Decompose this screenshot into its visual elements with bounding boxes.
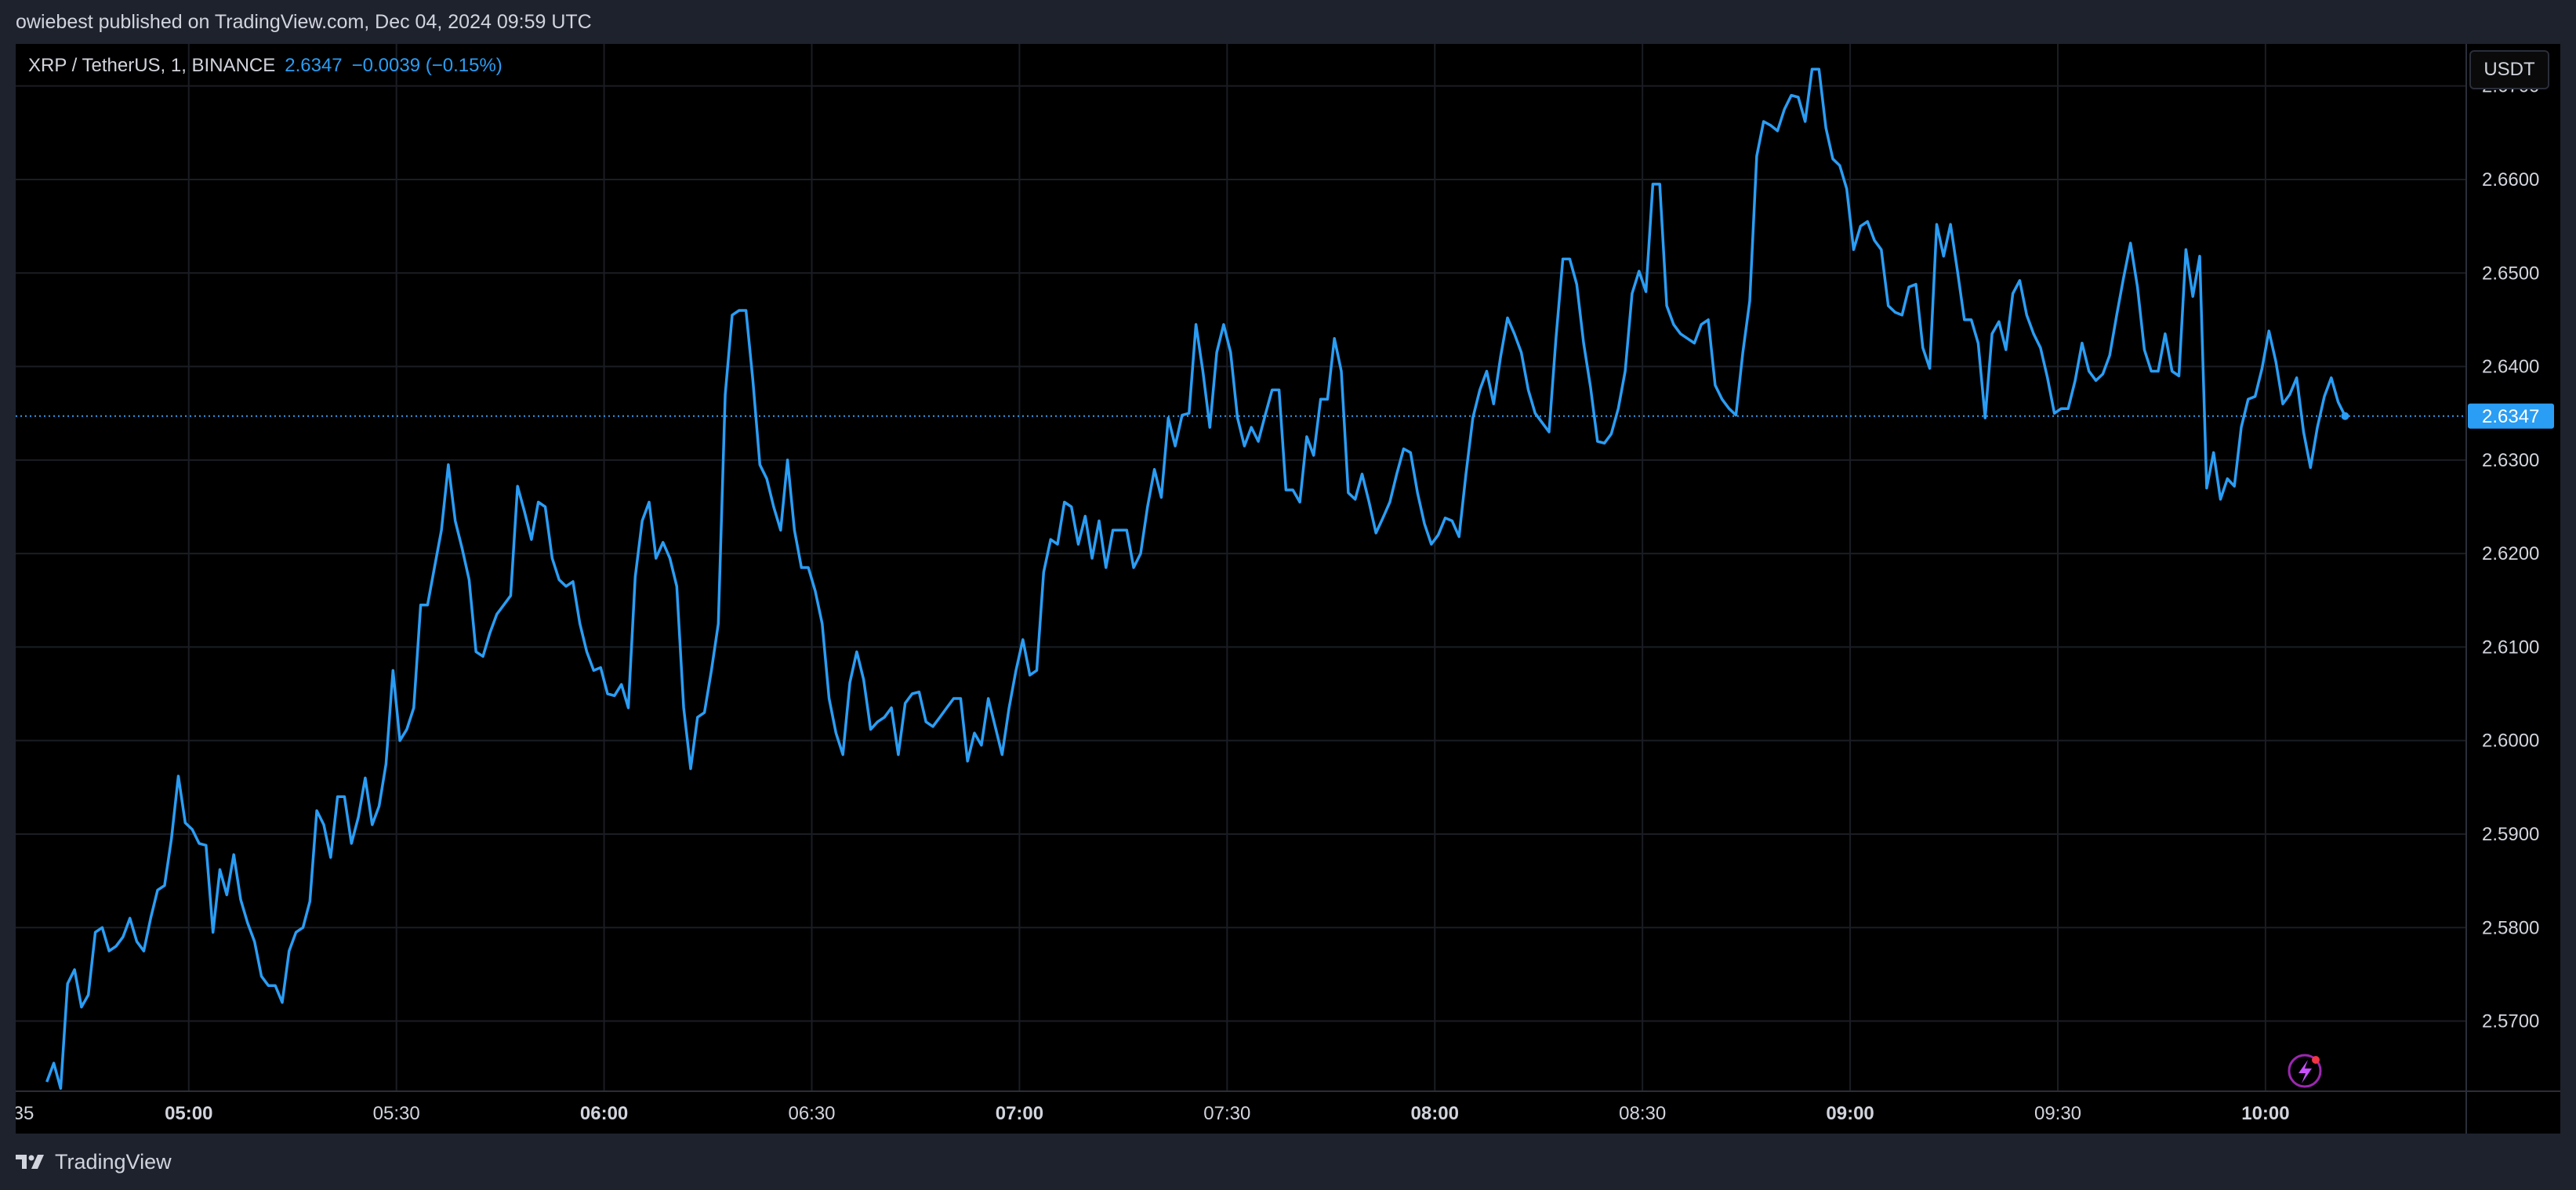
x-tick-label: 05:00	[165, 1103, 212, 1124]
symbol-legend: XRP / TetherUS, 1, BINANCE 2.6347 −0.003…	[28, 55, 503, 77]
publish-info: owiebest published on TradingView.com, D…	[0, 0, 2576, 44]
x-tick-label: 07:30	[1203, 1103, 1250, 1124]
currency-button[interactable]: USDT	[2469, 50, 2549, 89]
x-tick-label: 06:30	[788, 1103, 835, 1124]
last-price-badge	[2468, 403, 2554, 429]
published-text: owiebest published on TradingView.com, D…	[16, 10, 592, 33]
y-tick-label: 2.6500	[2482, 263, 2539, 284]
y-tick-label: 2.5800	[2482, 917, 2539, 938]
x-tick-label: 4:35	[16, 1103, 34, 1124]
x-tick-label: 08:30	[1619, 1103, 1666, 1124]
x-tick-label: 09:30	[2034, 1103, 2081, 1124]
x-tick-label: 07:00	[996, 1103, 1043, 1124]
x-tick-label: 10:00	[2241, 1103, 2289, 1124]
symbol-name: XRP / TetherUS, 1, BINANCE	[28, 55, 276, 76]
y-tick-label: 2.6000	[2482, 731, 2539, 752]
currency-label: USDT	[2483, 59, 2535, 80]
lightning-icon[interactable]	[2288, 1054, 2322, 1088]
footer: TradingView	[0, 1134, 2576, 1190]
price-chart[interactable]: 2.5700 2.5800 2.5900 2.6000 2.6100 2.6200 2.63…	[16, 44, 2560, 1134]
y-tick-label: 2.6100	[2482, 637, 2539, 658]
x-tick-label: 08:00	[1411, 1103, 1459, 1124]
y-tick-label: 2.5900	[2482, 824, 2539, 845]
y-tick-label: 2.5700	[2482, 1011, 2539, 1032]
x-tick-label: 05:30	[373, 1103, 420, 1124]
chart-panel[interactable]: 2.5700 2.5800 2.5900 2.6000 2.6100 2.6200 2.63…	[16, 44, 2560, 1134]
y-tick-label: 2.6200	[2482, 543, 2539, 564]
y-tick-label: 2.6300	[2482, 450, 2539, 471]
x-tick-label: 09:00	[1826, 1103, 1874, 1124]
symbol-change: −0.0039 (−0.15%)	[351, 55, 503, 76]
y-tick-label: 2.6400	[2482, 357, 2539, 378]
y-tick-label: 2.6600	[2482, 169, 2539, 190]
tradingview-logo-icon[interactable]	[16, 1152, 47, 1171]
footer-brand: TradingView	[55, 1149, 172, 1174]
x-tick-label: 06:00	[580, 1103, 628, 1124]
price-series-line	[45, 67, 2347, 1090]
last-price-label: 2.6347	[2482, 406, 2539, 427]
symbol-price: 2.6347	[285, 55, 343, 76]
